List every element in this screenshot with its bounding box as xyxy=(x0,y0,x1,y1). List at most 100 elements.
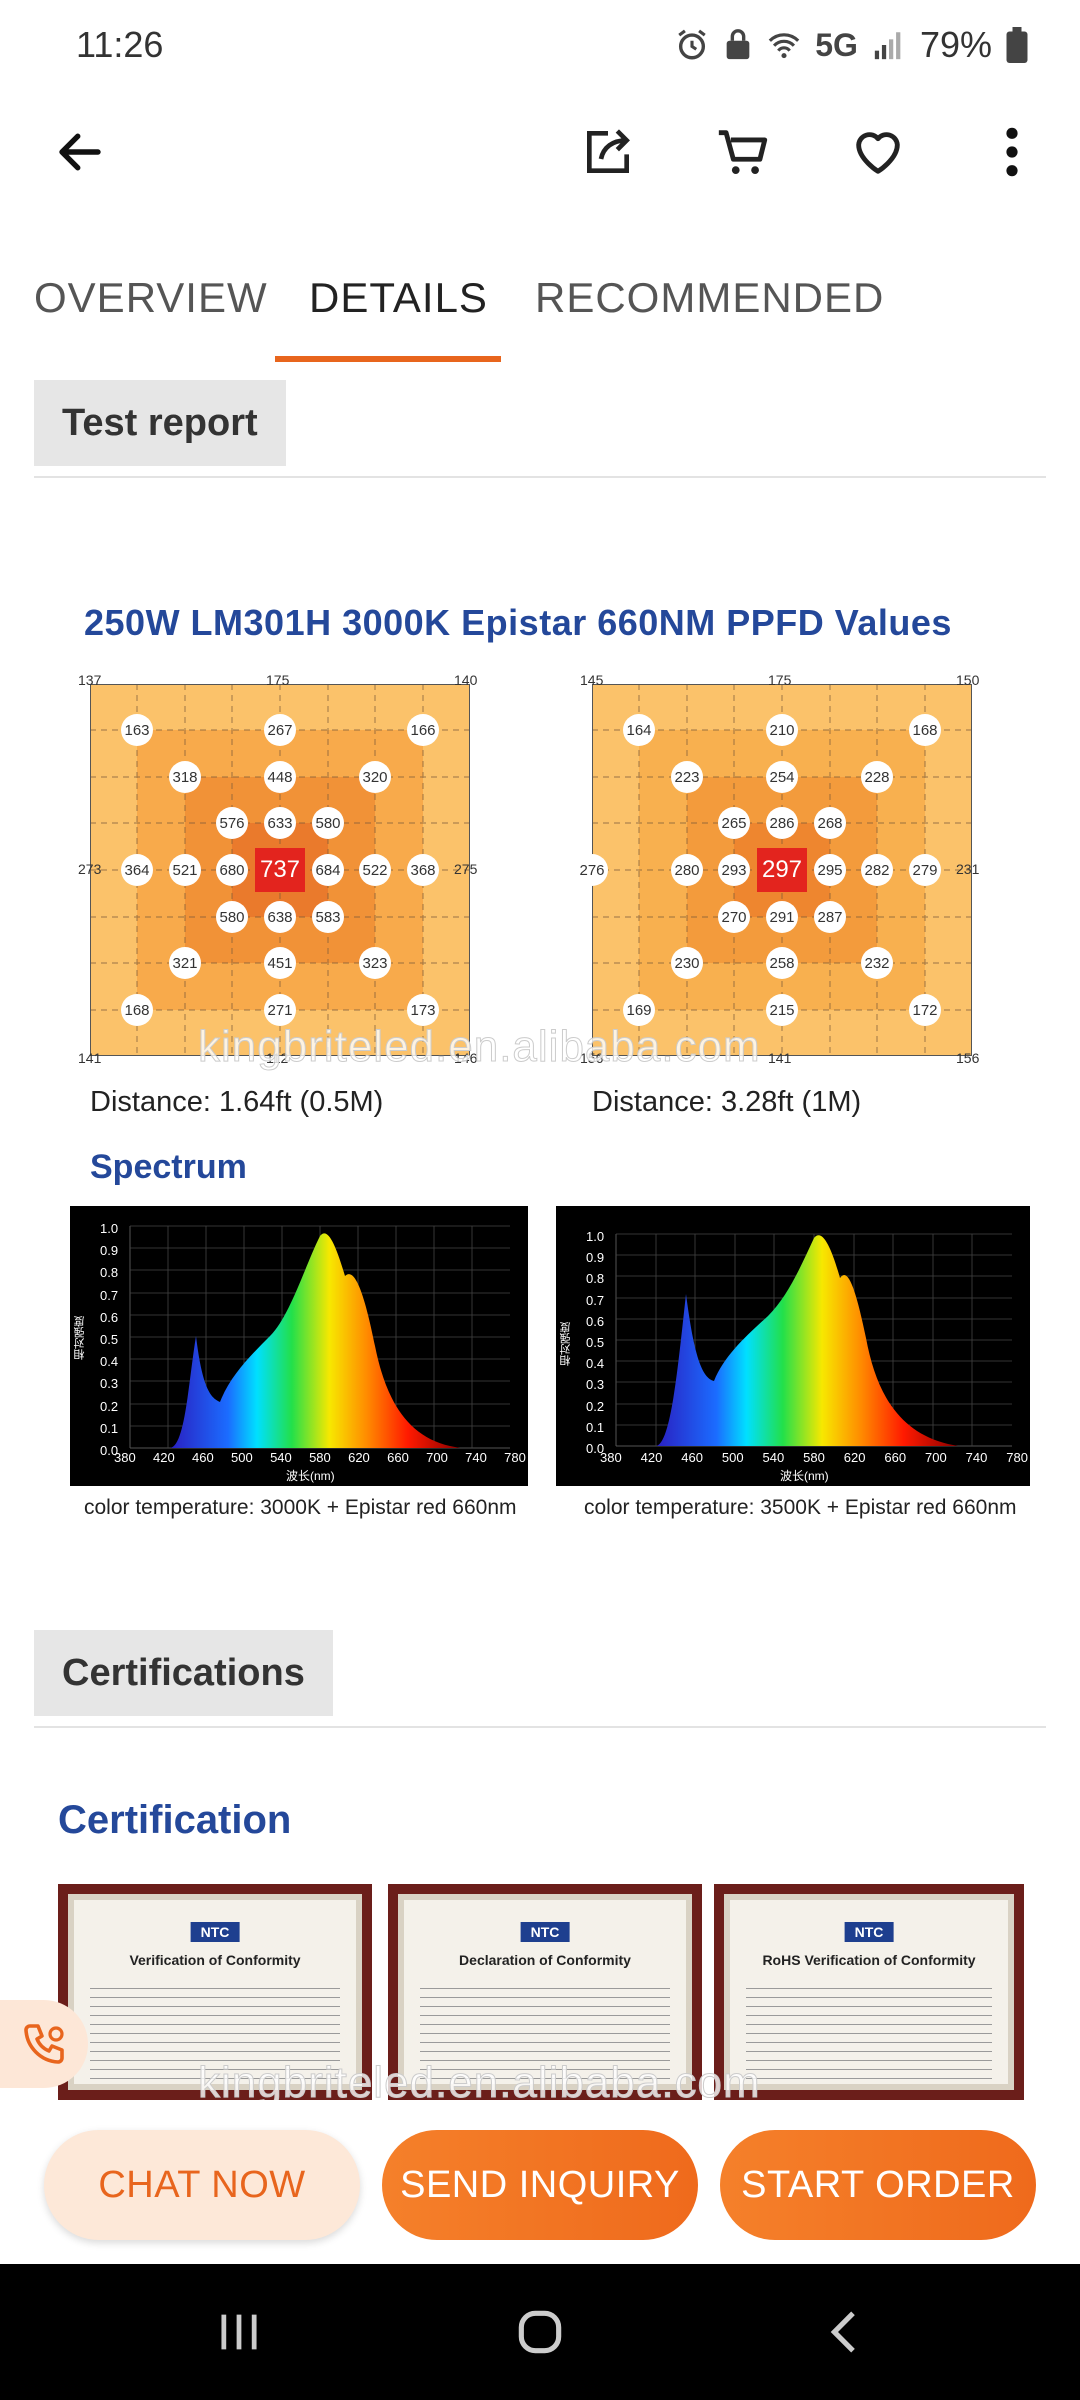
share-button[interactable] xyxy=(568,112,648,192)
battery-percent: 79% xyxy=(919,24,992,65)
certificate-image[interactable]: NTC Declaration of Conformity xyxy=(388,1884,702,2100)
ppfd-corner-value: 141 xyxy=(768,1050,792,1066)
ppfd-value: 270 xyxy=(718,901,750,933)
ppfd-value: 267 xyxy=(264,714,296,746)
ppfd-center-value: 297 xyxy=(757,848,807,892)
cart-button[interactable] xyxy=(703,112,783,192)
ppfd-value: 583 xyxy=(312,901,344,933)
cart-icon xyxy=(718,130,768,174)
ppfd-center-value: 737 xyxy=(255,848,305,892)
recent-apps-icon[interactable] xyxy=(212,2306,266,2358)
ppfd-value: 215 xyxy=(766,994,798,1026)
ppfd-value: 172 xyxy=(909,994,941,1026)
ppfd-corner-value: 175 xyxy=(266,672,290,688)
ppfd-value: 164 xyxy=(623,714,655,746)
ppfd-value: 276 xyxy=(576,854,608,886)
distance-label-left: Distance: 1.64ft (0.5M) xyxy=(90,1086,384,1118)
spectrum-caption-right: color temperature: 3500K + Epistar red 6… xyxy=(584,1496,1017,1519)
ppfd-value: 271 xyxy=(264,994,296,1026)
top-toolbar xyxy=(0,92,1080,212)
more-vertical-icon xyxy=(1006,127,1018,177)
ppfd-corner-value: 137 xyxy=(78,672,102,688)
ppfd-corner-value: 273 xyxy=(78,861,102,877)
ppfd-value: 448 xyxy=(264,761,296,793)
ppfd-value: 580 xyxy=(216,901,248,933)
certificate-image[interactable]: NTC Verification of Conformity xyxy=(58,1884,372,2100)
ppfd-value: 320 xyxy=(359,761,391,793)
y-axis-label: 相对强度 xyxy=(560,1322,572,1366)
phone-icon xyxy=(24,2024,64,2064)
ppfd-value: 287 xyxy=(814,901,846,933)
certificate-title: Declaration of Conformity xyxy=(459,1952,631,1968)
ppfd-value: 166 xyxy=(407,714,439,746)
certificate-image[interactable]: NTC RoHS Verification of Conformity xyxy=(714,1884,1024,2100)
home-icon[interactable] xyxy=(512,2304,568,2360)
call-button[interactable] xyxy=(0,2000,88,2088)
send-inquiry-button[interactable]: SEND INQUIRY xyxy=(382,2130,698,2240)
back-button[interactable] xyxy=(40,112,120,192)
ppfd-value: 163 xyxy=(121,714,153,746)
ppfd-value: 295 xyxy=(814,854,846,886)
watermark-text: kingbriteled.en.alibaba.com xyxy=(198,1022,761,1072)
watermark-text: kingbriteled.en.alibaba.com xyxy=(198,2058,761,2108)
battery-icon xyxy=(1006,27,1028,63)
y-axis-ticks: 1.0 0.9 0.8 0.7 0.6 0.5 0.4 0.3 0.2 0.1 0.0 xyxy=(586,1229,605,1457)
favorite-button[interactable] xyxy=(838,112,918,192)
ppfd-value: 323 xyxy=(359,947,391,979)
y-axis-ticks: 1.0 0.9 0.8 0.7 0.6 0.5 0.4 0.3 0.2 0.1 0.0 xyxy=(100,1221,119,1459)
tab-details[interactable]: DETAILS xyxy=(309,274,488,321)
ppfd-value: 232 xyxy=(861,947,893,979)
ppfd-value: 280 xyxy=(671,854,703,886)
y-axis-label: 相对强度 xyxy=(74,1316,86,1360)
ppfd-value: 318 xyxy=(169,761,201,793)
ppfd-value: 265 xyxy=(718,807,750,839)
certificate-title: Verification of Conformity xyxy=(129,1952,301,1968)
ppfd-value: 168 xyxy=(121,994,153,1026)
ppfd-value: 684 xyxy=(312,854,344,886)
alarm-icon xyxy=(678,29,706,60)
spectrum-chart-right: 1.0 0.9 0.8 0.7 0.6 0.5 0.4 0.3 0.2 0.1 0.0 相对强度 3… xyxy=(556,1206,1030,1486)
ppfd-value: 210 xyxy=(766,714,798,746)
spectrum-caption-left: color temperature: 3000K + Epistar red 6… xyxy=(84,1496,517,1519)
ppfd-value: 254 xyxy=(766,761,798,793)
ppfd-value: 321 xyxy=(169,947,201,979)
tab-active-indicator xyxy=(275,356,501,362)
back-nav-icon[interactable] xyxy=(818,2304,874,2360)
tab-recommended[interactable]: RECOMMENDED xyxy=(535,274,885,321)
start-order-button[interactable]: START ORDER xyxy=(720,2130,1036,2240)
more-button[interactable] xyxy=(972,112,1052,192)
ntc-logo: NTC xyxy=(520,1922,570,1942)
ppfd-value: 258 xyxy=(766,947,798,979)
ppfd-value: 451 xyxy=(264,947,296,979)
ppfd-corner-value: 141 xyxy=(78,1050,102,1066)
spectrum-title: Spectrum xyxy=(90,1148,247,1186)
ppfd-value: 173 xyxy=(407,994,439,1026)
wifi-icon xyxy=(768,33,800,59)
bottom-action-bar: CHAT NOW SEND INQUIRY START ORDER xyxy=(0,2100,1080,2264)
ppfd-corner-value: 140 xyxy=(454,672,478,688)
ppfd-value: 223 xyxy=(671,761,703,793)
status-time: 11:26 xyxy=(76,24,164,65)
system-nav-bar xyxy=(0,2264,1080,2400)
ppfd-corner-value: 156 xyxy=(580,1050,604,1066)
ppfd-corner-value: 112 xyxy=(266,1050,289,1066)
lock-icon xyxy=(726,29,750,60)
signal-icon xyxy=(874,32,901,60)
x-axis-ticks: 380 420 460 500 540 580 620 660 700 740 780 xyxy=(600,1450,1028,1465)
ppfd-value: 293 xyxy=(718,854,750,886)
ppfd-value: 169 xyxy=(623,994,655,1026)
ppfd-corner-value: 146 xyxy=(454,1050,478,1066)
section-header-test-report: Test report xyxy=(34,380,286,466)
chat-now-button[interactable]: CHAT NOW xyxy=(44,2130,360,2240)
status-icons: 5G 79% xyxy=(675,24,1028,66)
ppfd-value: 638 xyxy=(264,901,296,933)
ppfd-value: 286 xyxy=(766,807,798,839)
ppfd-value: 268 xyxy=(814,807,846,839)
ppfd-corner-value: 231 xyxy=(956,861,980,877)
tab-overview[interactable]: OVERVIEW xyxy=(34,274,268,321)
spectrum-chart-left: 1.0 0.9 0.8 0.7 0.6 0.5 0.4 0.3 0.2 0.1 0.0 相对强度 3… xyxy=(70,1206,528,1486)
ppfd-corner-value: 175 xyxy=(768,672,792,688)
ppfd-value: 521 xyxy=(169,854,201,886)
ppfd-grid-right: 145 175 150 228 231 156 141 156 164 210 … xyxy=(576,672,979,1066)
status-bar: 11:26 5G 79% xyxy=(0,0,1080,92)
